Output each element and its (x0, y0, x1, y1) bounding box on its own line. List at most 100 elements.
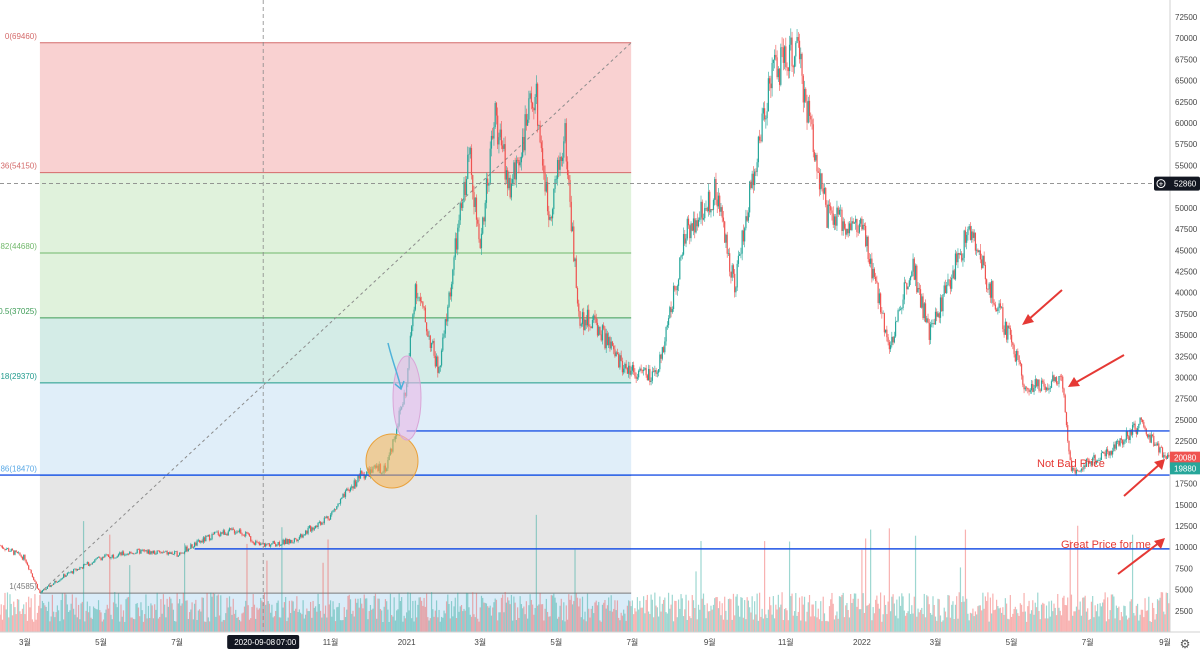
volume-bar (470, 616, 473, 632)
volume-bar (404, 618, 406, 632)
blue-arrow[interactable] (387, 342, 405, 391)
red-arrow[interactable] (1123, 459, 1165, 497)
volume-bar (25, 602, 27, 632)
volume-bar (433, 616, 435, 632)
volume-bar (483, 602, 485, 632)
volume-bar (906, 613, 908, 632)
candle-body (443, 333, 445, 338)
plus-icon[interactable] (1156, 179, 1166, 189)
volume-bar (58, 610, 60, 632)
candle-body (798, 40, 801, 60)
candle-body (549, 217, 551, 220)
volume-bar (941, 621, 943, 632)
time-tick-label: 7월 (171, 637, 183, 647)
fibonacci-retracement[interactable]: 0(69460)0.236(54150)0.382(44680)0.5(3702… (0, 32, 632, 632)
volume-bar (41, 600, 44, 632)
candle-body (362, 473, 364, 475)
red-arrow[interactable] (1022, 289, 1063, 325)
highlight-ellipse[interactable] (392, 355, 422, 441)
candle-body (822, 188, 824, 194)
candle-body (186, 546, 188, 552)
volume-bar (195, 599, 197, 632)
volume-bar (887, 601, 889, 632)
volume-bar (393, 597, 395, 632)
candle-body (464, 181, 466, 196)
candle-body (129, 551, 131, 555)
candle-body (215, 531, 217, 533)
volume-bar (1103, 599, 1105, 632)
volume-bar (689, 616, 691, 632)
volume-bar (50, 616, 52, 632)
candle-body (1065, 412, 1068, 426)
candle-body (1112, 450, 1114, 455)
red-arrow[interactable] (1068, 354, 1125, 387)
candle-body (833, 216, 836, 225)
candle-body (852, 221, 854, 224)
candle-body (983, 255, 985, 265)
volume-bar (467, 593, 469, 632)
volume-bar (374, 593, 377, 632)
volume-bar (564, 621, 566, 632)
volume-bar (177, 603, 179, 632)
volume-bar (488, 607, 490, 632)
volume-bar (958, 592, 960, 632)
candle-body (1163, 455, 1165, 458)
volume-bar (1032, 600, 1034, 632)
candle-body (23, 555, 25, 560)
volume-bar (1134, 615, 1136, 632)
volume-bar (548, 616, 550, 632)
volume-bar (840, 596, 842, 632)
volume-bar (458, 611, 460, 632)
volume-bar (296, 596, 298, 632)
volume-bar (210, 592, 212, 632)
candle-body (1118, 440, 1120, 446)
candle-body (165, 551, 167, 552)
volume-bar (831, 592, 833, 632)
plus-icon-glyph: + (1159, 180, 1164, 189)
candle-body (593, 315, 595, 321)
candle-body (1038, 379, 1040, 391)
volume-bar (1115, 605, 1117, 632)
volume-bar (699, 609, 701, 632)
volume-bar (303, 618, 305, 632)
volume-bar (495, 599, 498, 632)
volume-bar (326, 617, 328, 632)
candle-body (598, 326, 600, 336)
candle-body (1039, 390, 1041, 392)
candle-body (877, 282, 879, 304)
drawing-marks[interactable]: Not Bad Price Great Price for me. (365, 289, 1165, 575)
candle-body (697, 219, 700, 227)
volume-bar (70, 603, 72, 632)
volume-bar (613, 608, 615, 632)
red-arrow[interactable] (1117, 538, 1165, 575)
volume-bar (260, 597, 262, 632)
fib-zone (39, 317, 632, 383)
candle-body (548, 211, 550, 220)
volume-bar (347, 595, 349, 632)
volume-bar (755, 614, 757, 632)
support-lines[interactable] (0, 430, 1170, 550)
candle-body (847, 228, 849, 234)
candle-body (951, 277, 953, 289)
gear-icon[interactable]: ⚙ (1180, 637, 1191, 651)
volume-bar (509, 604, 511, 632)
candle-body (298, 536, 300, 540)
volume-bar (881, 621, 883, 632)
candle-body (101, 557, 103, 560)
fib-trend-line[interactable] (39, 42, 632, 594)
volume-bar (414, 600, 416, 632)
candle-body (1087, 458, 1089, 460)
volume-bar (154, 604, 156, 632)
candle-body (171, 552, 173, 555)
volume-bar (1083, 597, 1085, 632)
highlight-circle[interactable] (365, 433, 419, 489)
volume-bar (1050, 600, 1053, 632)
candle-body (1025, 387, 1028, 389)
volume-bar (732, 593, 735, 632)
volume-bar (792, 615, 794, 632)
candle-body (610, 341, 612, 349)
candle-body (508, 177, 510, 189)
